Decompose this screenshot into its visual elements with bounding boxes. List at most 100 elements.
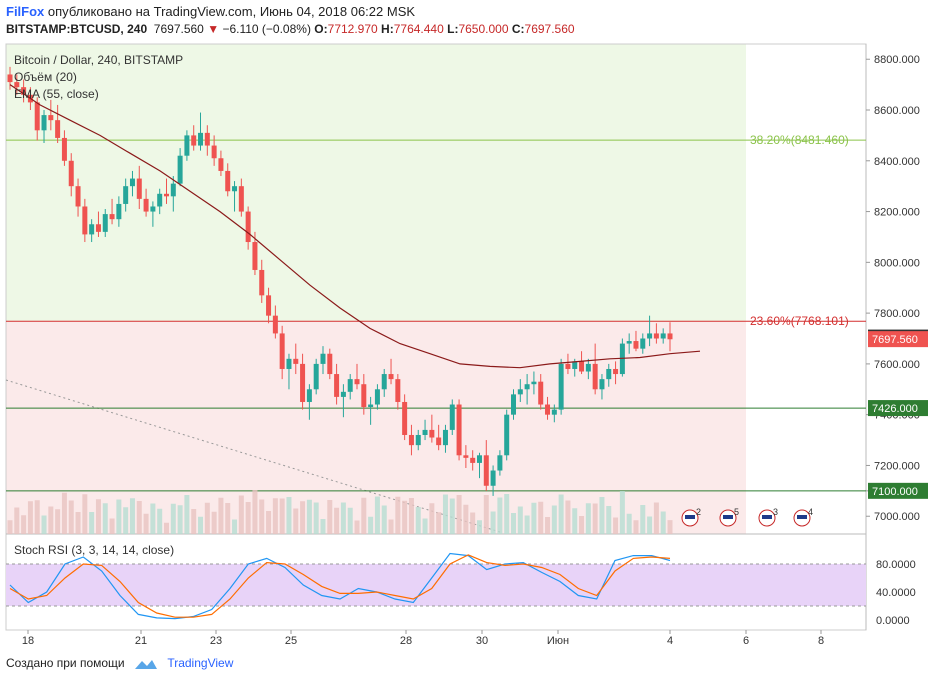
candle-body xyxy=(551,409,557,415)
candle-body xyxy=(558,363,564,410)
high-label: H: xyxy=(381,22,394,36)
candle-body xyxy=(61,137,67,161)
candle-body xyxy=(354,379,360,385)
volume-bar xyxy=(191,509,197,534)
y-tick-label: 8200.000 xyxy=(874,207,920,219)
flag-stripe xyxy=(797,515,807,519)
volume-bar xyxy=(429,503,435,534)
volume-bar xyxy=(157,508,163,534)
volume-bar xyxy=(300,501,306,534)
price-change: −6.110 (−0.08%) xyxy=(222,22,311,36)
candle-body xyxy=(320,353,326,364)
volume-bar xyxy=(374,496,380,534)
stoch-d-line xyxy=(9,554,671,618)
volume-bar xyxy=(436,512,442,534)
y-tick-label: 7800.000 xyxy=(874,308,920,320)
candle-body xyxy=(565,363,571,369)
volume-bar xyxy=(524,515,530,534)
low-value: 7650.000 xyxy=(458,22,509,36)
volume-bar xyxy=(136,501,142,534)
candle-body xyxy=(647,333,653,339)
y-tick-label: 8400.000 xyxy=(874,156,920,168)
ohlc-header: BITSTAMP:BTCUSD, 240 7697.560 ▼ −6.110 (… xyxy=(6,22,575,36)
event-count: 2 xyxy=(696,507,701,517)
ema-line xyxy=(9,84,701,369)
volume-bar xyxy=(184,495,190,534)
candle-body xyxy=(293,358,299,364)
fib-zone-green xyxy=(6,44,746,322)
candle-body xyxy=(340,391,346,397)
candle-body xyxy=(579,361,585,372)
footer: Создано при помощи TradingView xyxy=(6,656,233,671)
volume-bar xyxy=(55,509,61,534)
volume-bar xyxy=(579,516,585,534)
candle-body xyxy=(272,315,278,334)
volume-bar xyxy=(75,512,81,534)
volume-bar xyxy=(61,492,67,534)
y-tick-label: 7600.000 xyxy=(874,359,920,371)
fib-label: 38.20%(8481.460) xyxy=(750,133,849,147)
candle-body xyxy=(75,186,81,207)
author-name[interactable]: FilFox xyxy=(6,4,45,19)
volume-bar xyxy=(531,502,537,534)
candle-body xyxy=(626,341,632,344)
candle-body xyxy=(422,429,428,435)
published-info: опубликовано на TradingView.com, Июнь 04… xyxy=(47,4,416,19)
x-tick-label: 6 xyxy=(743,635,749,647)
low-label: L: xyxy=(447,22,459,36)
volume-bar xyxy=(402,500,408,534)
rsi-tick-label: 40.0000 xyxy=(876,587,916,599)
candle-body xyxy=(374,389,380,405)
candle-body xyxy=(68,160,74,187)
candle-body xyxy=(517,389,523,395)
y-tick-label: 8600.000 xyxy=(874,105,920,117)
flag-stripe xyxy=(685,515,695,519)
candle-body xyxy=(306,389,312,402)
volume-bar xyxy=(347,507,353,534)
candle-body xyxy=(238,186,244,212)
volume-bar xyxy=(129,498,135,534)
candle-body xyxy=(157,193,163,207)
volume-bar xyxy=(361,497,367,534)
created-with: Создано при помощи xyxy=(6,656,125,670)
event-count: 5 xyxy=(734,507,739,517)
volume-bar xyxy=(245,502,251,534)
volume-bar xyxy=(606,506,612,534)
candle-body xyxy=(48,115,54,121)
candle-body xyxy=(463,455,469,458)
candle-body xyxy=(524,384,530,390)
candle-body xyxy=(191,135,197,146)
candle-body xyxy=(82,206,88,235)
open-value: 7712.970 xyxy=(327,22,378,36)
tradingview-link[interactable]: TradingView xyxy=(167,656,234,670)
candle-body xyxy=(640,338,646,349)
volume-bar xyxy=(368,516,374,534)
candle-body xyxy=(599,379,605,390)
volume-bar xyxy=(327,500,333,534)
rsi-tick-label: 0.0000 xyxy=(876,615,910,627)
candle-body xyxy=(143,198,149,212)
volume-bar xyxy=(408,498,414,534)
high-value: 7764.440 xyxy=(393,22,444,36)
x-tick-label: 18 xyxy=(22,635,34,647)
volume-bar xyxy=(504,494,510,534)
stoch-k-line xyxy=(9,552,671,620)
candle-body xyxy=(660,333,666,339)
y-tick-label: 8000.000 xyxy=(874,257,920,269)
volume-bar xyxy=(279,498,285,534)
price-label-box xyxy=(868,400,928,417)
chart-canvas[interactable]: 8800.000 8600.000 8400.000 8200.000 8000.000… xyxy=(0,0,937,650)
candle-body xyxy=(415,434,421,446)
publish-header: FilFox опубликовано на TradingView.com, … xyxy=(6,4,415,19)
candle-body xyxy=(436,437,442,446)
candle-body xyxy=(204,132,210,146)
volume-bar xyxy=(21,515,27,534)
candle-body xyxy=(41,115,47,131)
x-tick-label: 8 xyxy=(818,635,824,647)
open-label: O: xyxy=(314,22,328,36)
candle-body xyxy=(347,379,353,392)
candle-body xyxy=(218,158,224,171)
price-label-box xyxy=(868,482,928,499)
volume-bar xyxy=(558,494,564,534)
volume-bar xyxy=(163,522,169,534)
